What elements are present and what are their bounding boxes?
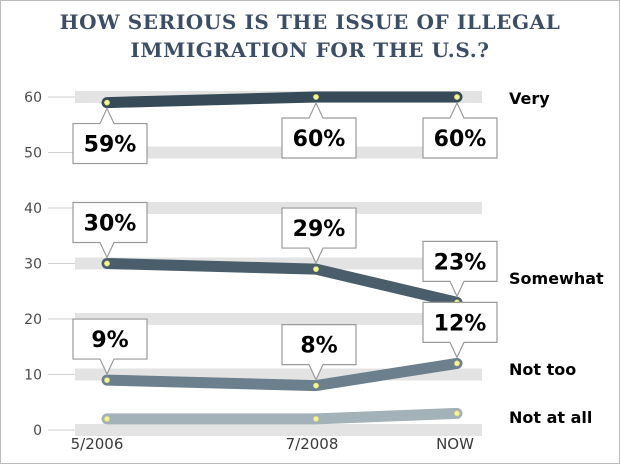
data-label: 12% bbox=[434, 311, 487, 336]
y-tick-label: 40 bbox=[24, 201, 42, 217]
callout-box bbox=[281, 101, 357, 159]
callout-box bbox=[422, 101, 498, 159]
series-lines bbox=[101, 91, 463, 425]
series-line bbox=[101, 407, 463, 425]
data-point bbox=[313, 382, 319, 389]
data-label: 9% bbox=[91, 328, 128, 353]
data-point bbox=[104, 377, 110, 383]
callout-box bbox=[72, 201, 148, 259]
data-label-callouts: 59% 60% 60% 30% 29% 23% 9% 8% 12% bbox=[72, 101, 498, 382]
y-axis-ticks: 0 10 20 30 40 50 60 bbox=[24, 90, 42, 439]
grid-band bbox=[75, 146, 482, 159]
data-point bbox=[104, 99, 110, 106]
data-label: 60% bbox=[434, 127, 487, 152]
chart-title: HOW SERIOUS IS THE ISSUE OF ILLEGAL IMMI… bbox=[0, 8, 620, 64]
x-tick-label: NOW bbox=[436, 435, 474, 453]
callout-box bbox=[422, 301, 498, 359]
series-labels: Very Somewhat Not too Not at all bbox=[509, 89, 604, 427]
series-line bbox=[101, 91, 463, 109]
data-point bbox=[454, 94, 460, 100]
chart-title-line-2: IMMIGRATION FOR THE U.S.? bbox=[130, 38, 490, 62]
callout-box bbox=[281, 324, 357, 382]
x-tick-label: 7/2008 bbox=[286, 435, 339, 453]
grid-band bbox=[75, 313, 482, 325]
series-label: Very bbox=[509, 89, 550, 108]
data-point bbox=[313, 94, 319, 100]
data-point bbox=[313, 415, 319, 422]
callout-box bbox=[281, 207, 357, 265]
callout-box bbox=[72, 107, 148, 165]
data-point bbox=[104, 260, 110, 267]
data-point bbox=[454, 360, 460, 367]
data-label: 29% bbox=[293, 217, 346, 242]
series-label: Not at all bbox=[509, 408, 592, 427]
grid-band bbox=[75, 202, 482, 214]
chart-title-line-1: HOW SERIOUS IS THE ISSUE OF ILLEGAL bbox=[59, 10, 561, 34]
callout-box bbox=[72, 318, 148, 376]
data-label: 59% bbox=[84, 133, 137, 158]
y-tick-label: 60 bbox=[24, 90, 42, 106]
data-point bbox=[313, 266, 319, 272]
data-point bbox=[454, 410, 460, 417]
x-tick-label: 5/2006 bbox=[71, 435, 124, 453]
series-label: Somewhat bbox=[509, 269, 604, 288]
data-point bbox=[104, 415, 110, 422]
series-label: Not too bbox=[509, 360, 576, 379]
grid-band bbox=[75, 424, 482, 436]
y-tick-label: 0 bbox=[33, 423, 42, 439]
y-tick-label: 50 bbox=[24, 146, 42, 162]
y-tick-label: 20 bbox=[24, 312, 42, 328]
callout-box bbox=[422, 240, 498, 298]
data-label: 30% bbox=[84, 212, 137, 237]
data-label: 23% bbox=[434, 250, 487, 275]
y-tick-label: 30 bbox=[24, 257, 42, 273]
data-label: 60% bbox=[293, 127, 346, 152]
y-tick-label: 10 bbox=[24, 368, 42, 384]
data-label: 8% bbox=[300, 334, 337, 359]
x-axis-ticks: 5/2006 7/2008 NOW bbox=[71, 435, 474, 453]
